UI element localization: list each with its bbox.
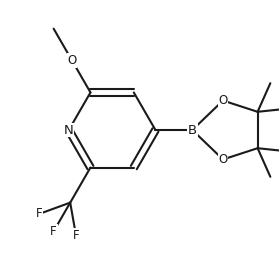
Text: O: O: [218, 153, 228, 166]
Text: O: O: [218, 94, 228, 107]
Text: B: B: [188, 124, 197, 136]
Text: N: N: [64, 124, 74, 136]
Text: F: F: [36, 207, 42, 220]
Text: O: O: [67, 54, 77, 67]
Text: F: F: [73, 229, 79, 242]
Text: F: F: [50, 225, 57, 238]
